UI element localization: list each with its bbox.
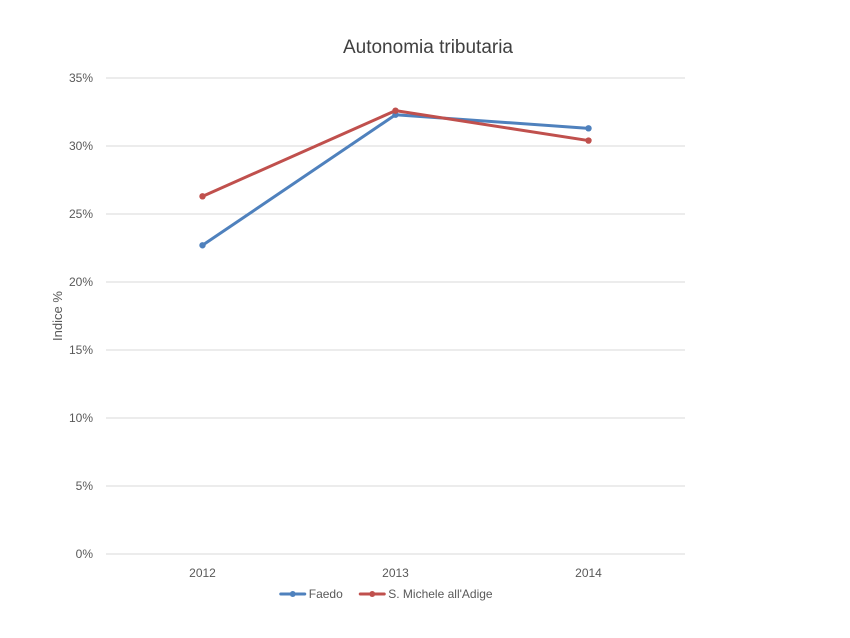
- y-tick-label: 30%: [69, 139, 93, 153]
- y-tick-label: 35%: [69, 71, 93, 85]
- data-point: [199, 242, 206, 249]
- legend-marker: [369, 591, 376, 597]
- legend-label: S. Michele all'Adige: [388, 587, 493, 601]
- y-tick-label: 5%: [76, 479, 94, 493]
- x-tick-label: 2012: [189, 566, 216, 580]
- y-tick-labels: 0% 5% 10% 15% 20% 25% 30% 35%: [69, 71, 93, 561]
- x-tick-label: 2013: [382, 566, 409, 580]
- gridlines: [106, 77, 685, 555]
- series-2: [199, 107, 592, 200]
- legend-label: Faedo: [309, 587, 343, 601]
- legend: Faedo S. Michele all'Adige: [279, 587, 493, 601]
- legend-item: Faedo: [279, 587, 343, 601]
- y-axis-title: Indice %: [50, 291, 65, 341]
- chart-title: Autonomia tributaria: [343, 37, 513, 58]
- y-tick-label: 15%: [69, 343, 93, 357]
- data-point: [585, 137, 592, 144]
- data-point: [392, 107, 399, 114]
- series-line: [201, 113, 590, 247]
- series-layer: [199, 107, 592, 249]
- y-tick-label: 10%: [69, 411, 93, 425]
- data-point: [585, 125, 592, 132]
- data-point: [199, 193, 206, 200]
- x-tick-labels: 2012 2013 2014: [189, 566, 602, 580]
- y-tick-label: 20%: [69, 275, 93, 289]
- y-tick-label: 0%: [76, 547, 94, 561]
- y-tick-label: 25%: [69, 207, 93, 221]
- legend-item: S. Michele all'Adige: [358, 587, 493, 601]
- legend-marker: [289, 591, 296, 597]
- x-tick-label: 2014: [575, 566, 602, 580]
